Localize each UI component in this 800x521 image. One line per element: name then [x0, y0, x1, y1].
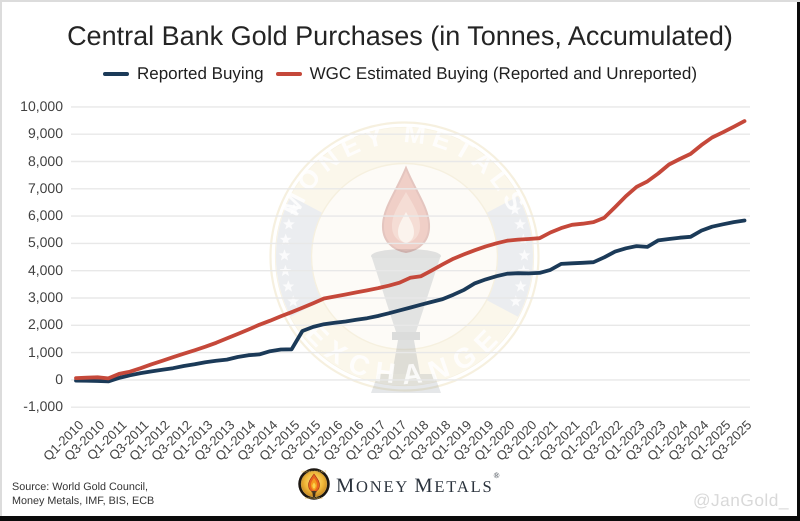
legend-dash-estimated — [275, 71, 302, 77]
y-tick-label: 4,000 — [27, 261, 63, 278]
line-wgc-estimated-buying-reported-and-unreported- — [74, 119, 747, 381]
star-icon — [518, 249, 531, 261]
line-reported-buying — [74, 218, 747, 384]
data-lines — [74, 119, 747, 384]
star-icon — [279, 233, 292, 245]
y-tick-label: 2,000 — [27, 316, 63, 333]
y-tick-label: 1,000 — [27, 343, 63, 360]
star-icon — [514, 218, 526, 230]
source-line-1: Source: World Gold Council, — [12, 481, 149, 493]
star-icon — [282, 280, 295, 292]
y-tick-label: 10,000 — [20, 97, 63, 114]
chart-title: Central Bank Gold Purchases (in Tonnes, … — [67, 21, 733, 51]
y-tick-label: 7,000 — [27, 179, 63, 196]
y-tick-label: 0 — [55, 370, 63, 387]
money-metals-badge-icon: MONEY METALS EXCHANGE — [298, 468, 330, 500]
star-icon — [288, 203, 300, 215]
star-icon — [278, 249, 291, 261]
wordmark-initial-m1: M — [336, 474, 357, 497]
star-icon — [509, 203, 521, 215]
legend-label-estimated: WGC Estimated Buying (Reported and Unrep… — [309, 64, 698, 83]
border-left — [0, 0, 2, 521]
legend-label-reported: Reported Buying — [136, 64, 264, 83]
badge-torch-cup — [311, 490, 317, 493]
y-tick-label: 5,000 — [27, 234, 63, 251]
registered-mark: ® — [493, 470, 500, 480]
brand-wordmark: MONEY METALS® — [336, 471, 500, 498]
badge-ring-text-top: MONEY METALS — [302, 470, 327, 473]
legend-item-reported: Reported Buying — [102, 64, 264, 84]
wordmark-etals: ETALS — [434, 476, 494, 496]
y-tick-label: 3,000 — [27, 289, 63, 305]
legend-dash-reported — [102, 71, 129, 77]
star-icon — [287, 295, 300, 307]
y-tick-label: -1,000 — [23, 398, 63, 415]
watermark-seal: MONEY METALS EXCHANGE — [269, 118, 540, 393]
twitter-handle: @JanGold_ — [692, 490, 789, 510]
y-tick-label: 6,000 — [27, 207, 63, 224]
badge-flame-core — [312, 482, 316, 489]
watermark-flame-icon — [381, 165, 431, 254]
border-right — [797, 0, 800, 521]
badge-torch-handle — [312, 491, 316, 497]
source-line-2: Money Metals, IMF, BIS, ECB — [12, 494, 155, 507]
star-icon — [509, 295, 522, 307]
legend: Reported Buying WGC Estimated Buying (Re… — [0, 64, 800, 84]
wordmark-oney: ONEY — [356, 476, 409, 496]
legend-item-estimated: WGC Estimated Buying (Reported and Unrep… — [275, 64, 698, 84]
y-tick-label: 9,000 — [27, 125, 63, 142]
border-top — [0, 0, 800, 2]
border-bottom — [0, 516, 800, 521]
brand-logo: MONEY METALS EXCHANGE MONEY METALS® — [298, 468, 500, 500]
y-tick-label: 8,000 — [27, 152, 63, 169]
badge-ring-text-bottom: EXCHANGE — [305, 497, 323, 500]
wordmark-initial-m2: M — [414, 474, 435, 497]
star-icon — [283, 218, 295, 230]
star-icon — [514, 280, 527, 292]
source-note: Source: World Gold Council, Money Metals… — [12, 481, 154, 508]
